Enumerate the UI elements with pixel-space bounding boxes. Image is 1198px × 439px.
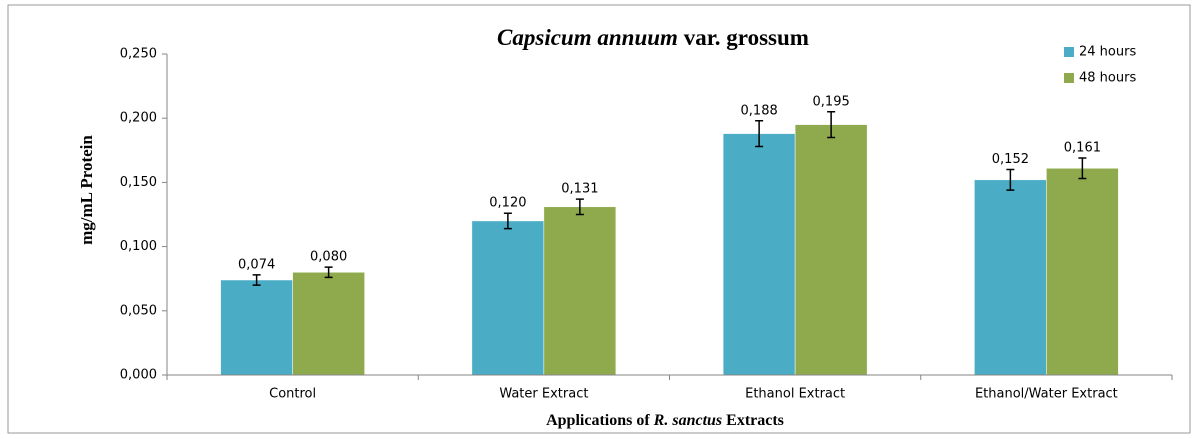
- value-label: 0,120: [489, 196, 526, 211]
- bar: [722, 133, 796, 376]
- x-tick-label: Water Extract: [499, 387, 588, 402]
- y-tick-label: 0,250: [120, 47, 157, 62]
- legend-swatch: [1064, 73, 1074, 83]
- error-bar: [252, 274, 261, 286]
- x-label-part: Applications of: [546, 412, 654, 429]
- bar: [1046, 168, 1119, 376]
- x-tick-label: Control: [269, 387, 316, 402]
- y-tick-label: 0,100: [120, 239, 157, 254]
- y-tick-label: 0,150: [120, 175, 157, 190]
- error-bar: [755, 120, 764, 148]
- bar: [220, 279, 293, 376]
- x-axis-label: Applications of R. sanctus Extracts: [546, 412, 784, 429]
- x-tick-label: Ethanol/Water Extract: [975, 387, 1118, 402]
- value-label: 0,152: [992, 152, 1029, 167]
- legend-label: 24 hours: [1079, 45, 1136, 60]
- y-axis-label: mg/mL Protein: [77, 135, 96, 245]
- bar: [543, 206, 617, 376]
- value-label: 0,161: [1064, 141, 1101, 156]
- bar: [292, 272, 365, 376]
- legend-label: 48 hours: [1079, 71, 1136, 86]
- x-tick-label: Ethanol Extract: [745, 387, 845, 402]
- value-label: 0,074: [238, 257, 275, 272]
- x-label-part: Extracts: [722, 412, 784, 429]
- bar: [794, 124, 868, 376]
- chart-title: Capsicum annuum var. grossum: [497, 25, 809, 50]
- value-label: 0,195: [813, 94, 850, 109]
- value-label: 0,188: [741, 103, 778, 118]
- error-bar: [1006, 168, 1015, 191]
- y-tick-label: 0,050: [120, 303, 157, 318]
- value-label: 0,131: [561, 182, 598, 197]
- error-bar: [1078, 157, 1087, 180]
- error-bar: [575, 198, 584, 216]
- bar: [974, 179, 1047, 376]
- y-tick-label: 0,200: [120, 111, 157, 126]
- error-bar: [324, 266, 333, 279]
- error-bar: [503, 212, 512, 230]
- bar: [471, 220, 545, 376]
- x-label-italic: R. sanctus: [653, 412, 722, 429]
- title-italic: Capsicum annuum: [497, 25, 678, 50]
- legend-swatch: [1064, 47, 1074, 57]
- value-label: 0,080: [310, 250, 347, 265]
- title-regular: var. grossum: [684, 25, 809, 50]
- error-bar: [827, 111, 836, 139]
- y-tick-label: 0,000: [120, 368, 157, 383]
